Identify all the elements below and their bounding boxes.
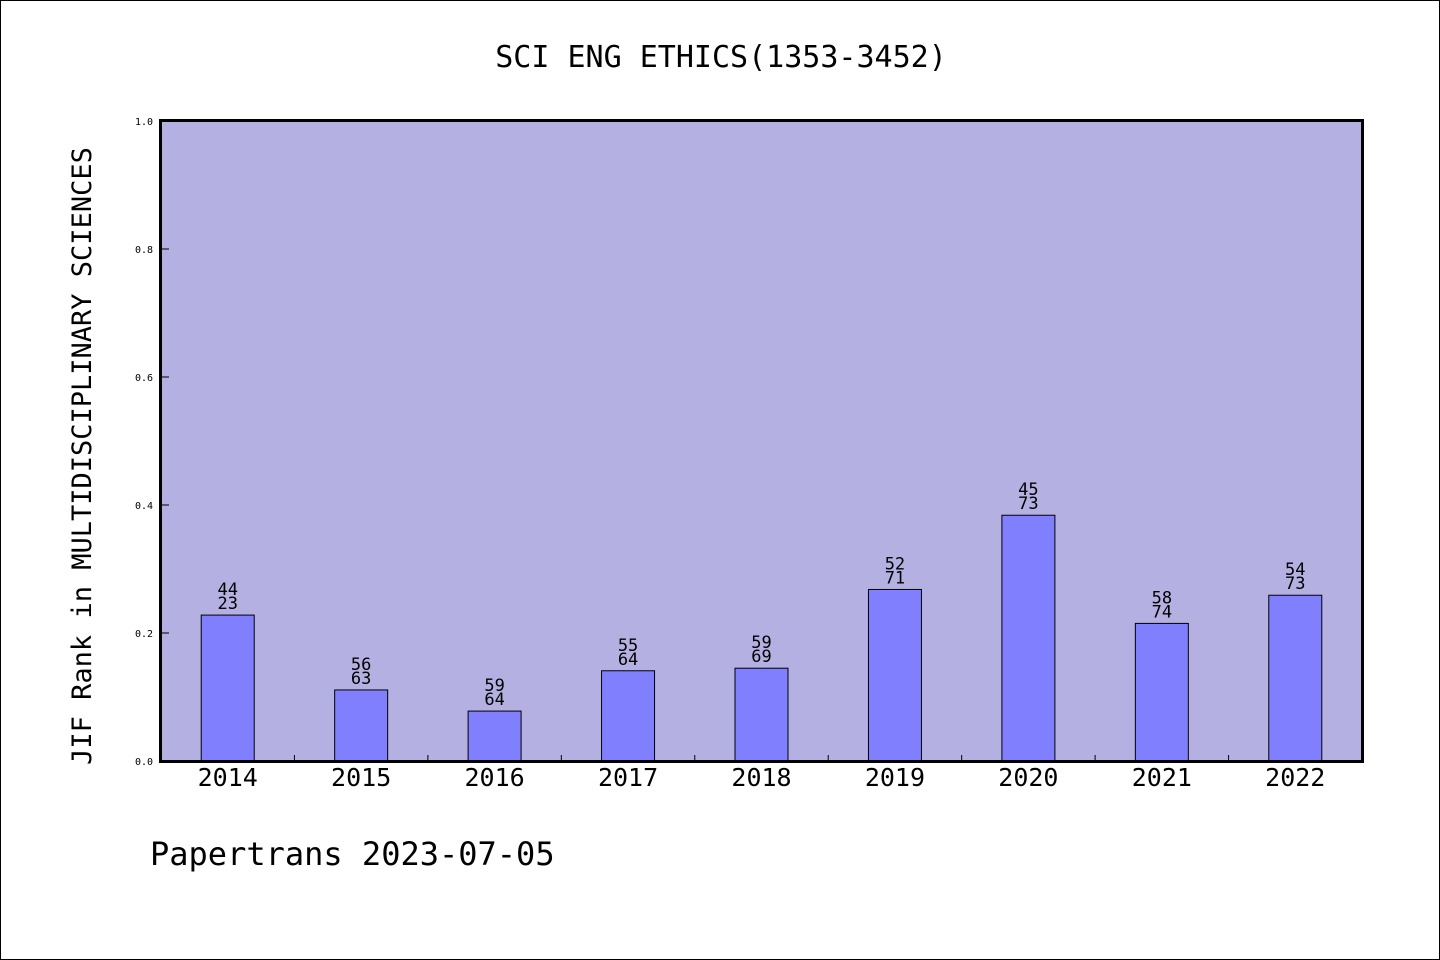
- bar-2022: [1268, 594, 1323, 762]
- bar-rank-label-bottom: 64: [618, 650, 638, 670]
- bar-2016: [467, 710, 522, 762]
- bar-rank-label-bottom: 73: [1285, 574, 1305, 594]
- bar-rank-label-bottom: 64: [484, 690, 504, 710]
- plot-border: [159, 119, 1364, 763]
- x-tick-label: 2021: [1132, 763, 1192, 792]
- footer-text: Papertrans 2023-07-05: [150, 835, 555, 873]
- bar-2017: [601, 670, 656, 762]
- bar-rank-label-top: 52: [885, 554, 905, 574]
- y-tick-label: 0.0: [135, 757, 153, 768]
- bar-2020: [1001, 514, 1056, 762]
- y-axis-label: JIF Rank in MULTIDISCIPLINARY SCIENCES: [67, 147, 98, 765]
- y-tick-label: 0.4: [135, 501, 153, 512]
- x-tick-label: 2016: [465, 763, 525, 792]
- bar-2019: [867, 588, 922, 762]
- x-tick-label: 2022: [1265, 763, 1325, 792]
- x-tick-label: 2020: [998, 763, 1058, 792]
- bar-rank-label-top: 54: [1285, 560, 1305, 580]
- bar-rank-label-bottom: 74: [1152, 602, 1172, 622]
- bar-2014: [200, 614, 255, 762]
- y-tick-label: 1.0: [135, 117, 153, 128]
- y-tick-label: 0.8: [135, 245, 153, 256]
- bar-rank-label-bottom: 71: [885, 568, 905, 588]
- x-tick-label: 2014: [198, 763, 258, 792]
- bar-rank-label-top: 56: [351, 655, 371, 675]
- bar-rank-label-bottom: 23: [217, 594, 237, 614]
- bar-rank-label-top: 44: [217, 580, 237, 600]
- bar-2018: [734, 667, 789, 762]
- bar-rank-label-bottom: 73: [1018, 494, 1038, 514]
- y-tick-label: 0.6: [135, 373, 153, 384]
- x-tick-label: 2018: [731, 763, 791, 792]
- x-tick-label: 2017: [598, 763, 658, 792]
- bar-rank-label-top: 58: [1152, 588, 1172, 608]
- bar-rank-label-bottom: 63: [351, 669, 371, 689]
- bar-rank-label-top: 59: [484, 676, 504, 696]
- bar-rank-label-top: 45: [1018, 480, 1038, 500]
- bar-2021: [1134, 622, 1189, 762]
- bar-rank-label-top: 59: [751, 633, 771, 653]
- bar-rank-label-top: 55: [618, 636, 638, 656]
- bar-2015: [334, 689, 389, 762]
- x-axis-ticks: 2014 2015 2016 2017 2018 2019 2020 2021 2022: [198, 755, 1325, 792]
- bar-rank-label-bottom: 69: [751, 647, 771, 667]
- y-tick-label: 0.2: [135, 629, 153, 640]
- chart-title: SCI ENG ETHICS(1353-3452): [495, 40, 947, 75]
- x-tick-label: 2019: [865, 763, 925, 792]
- x-tick-label: 2015: [331, 763, 391, 792]
